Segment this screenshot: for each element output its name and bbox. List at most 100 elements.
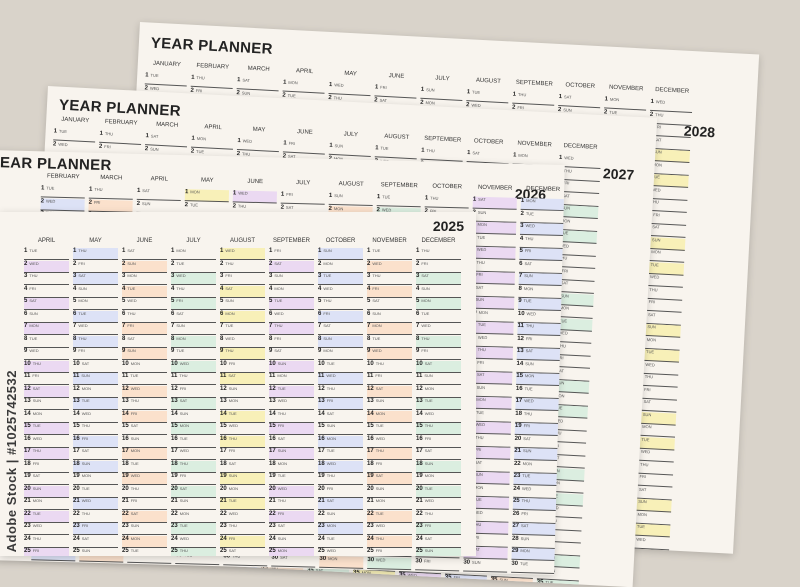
month-column: 1MON2TUE3WED4THU5FRI6SAT7SUN8MON9TUE10WE…	[513, 152, 555, 154]
month-label: MAY	[185, 177, 229, 184]
month-column: 1MON2TUE3WED4THU5FRI6SAT7SUN8MON9TUE10WE…	[192, 136, 234, 138]
month-label: DECEMBER	[559, 143, 601, 151]
month-column: 1FRI2SAT3SUN4MON5TUE6WED7THU8FRI9SAT10SU…	[283, 140, 325, 142]
month-label: SEPTEMBER	[377, 182, 421, 189]
month-column: 1SUN2MON3TUE4WED5THU6FRI7SAT8SUN9MON10TU…	[421, 87, 463, 89]
planner-title: YEAR PLANNER	[150, 35, 273, 58]
month-column: 1SAT2SUN3MON4TUE5WED6THU7FRI8SAT9SUN10MO…	[137, 188, 181, 189]
month-column: 1WED2THU3FRI4SAT5SUN6MON7TUE8WED9THU10FR…	[559, 155, 601, 157]
month-label: NOVEMBER	[513, 140, 555, 148]
month-column: 1THU2FRI3SAT4SUN5MON6TUE7WED8THU9FRI10SA…	[100, 131, 142, 133]
month-column: 1THU2FRI3SAT4SUN5MON6TUE7WED8THU9FRI10SA…	[513, 92, 555, 94]
month-label: JANUARY	[54, 116, 96, 124]
month-label: MAY	[329, 70, 371, 78]
month-column: 1THU2FRI3SAT4SUN5MON6TUE7WED8THU9FRI10SA…	[425, 195, 469, 196]
year-label-2027: 2027	[603, 165, 635, 183]
month-column: 1WED2THU3FRI4SAT5SUN6MON7TUE8WED9THU10FR…	[238, 138, 280, 140]
month-label: JULY	[171, 238, 216, 244]
month-label: AUGUST	[467, 77, 509, 85]
month-label: APRIL	[283, 68, 325, 76]
month-column: 1SAT2SUN3MON4TUE5WED6THU7FRI8SAT9SUN10MO…	[146, 133, 188, 135]
year-label-2025: 2025	[433, 218, 464, 234]
